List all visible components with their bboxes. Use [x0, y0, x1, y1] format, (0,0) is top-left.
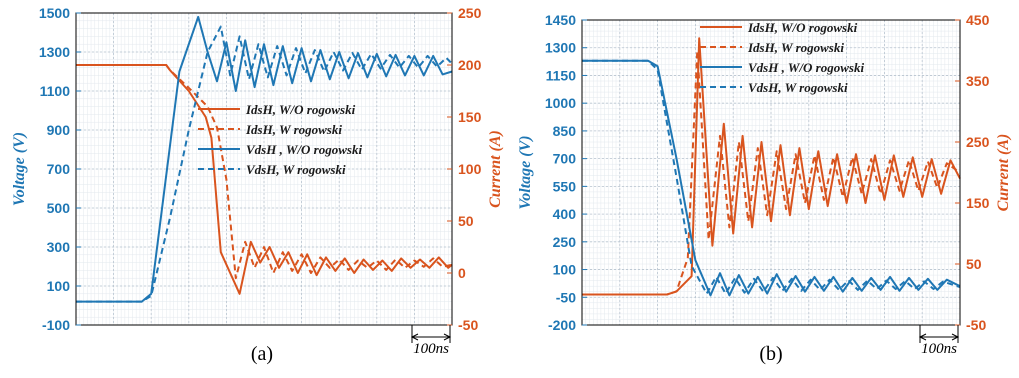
y-left-tick-label: 1150	[546, 67, 577, 83]
plot-frame	[581, 19, 961, 326]
y-left-tick-label: -50	[556, 289, 576, 305]
y-left-tick-label: 1300	[39, 44, 70, 60]
y-left-tick-label: 1000	[545, 95, 576, 111]
legend-label: IdsH, W rogowski	[747, 40, 844, 55]
y-right-tick-label: 0	[458, 265, 466, 281]
y-left-tick-label: 1450	[545, 12, 576, 28]
series-line-3	[582, 59, 961, 295]
y-right-tick-label: 450	[966, 12, 990, 28]
scale-arrow-right-icon	[443, 333, 452, 341]
scale-arrow-left-icon	[918, 333, 927, 341]
legend-label: IdsH, W rogowski	[245, 122, 342, 137]
y-right-tick-label: -50	[966, 317, 986, 333]
series-line-1	[76, 64, 453, 280]
scale-bar-label: 100ns	[413, 341, 449, 357]
series-line-0	[76, 64, 453, 295]
y-left-tick-label: 1300	[545, 40, 576, 56]
series-line-2	[582, 59, 961, 297]
y-left-tick-label: 100	[553, 262, 577, 278]
y-right-axis-title: Current (A)	[487, 130, 504, 208]
y-left-tick-label: 250	[553, 234, 577, 250]
y-left-tick-label: 400	[553, 206, 577, 222]
legend-label: VdsH, W rogowski	[748, 80, 848, 95]
panel-caption: (a)	[251, 343, 273, 365]
y-right-tick-label: 350	[966, 73, 990, 89]
y-left-axis-title: Voltage (V)	[517, 135, 534, 209]
panel-caption: (b)	[759, 343, 782, 365]
y-right-tick-label: -50	[458, 317, 478, 333]
legend-label: VdsH , W/O rogowski	[748, 60, 864, 75]
series-line-2	[76, 15, 453, 303]
y-left-tick-label: 850	[553, 123, 577, 139]
y-left-tick-label: 700	[553, 151, 577, 167]
y-right-tick-label: 250	[966, 134, 990, 150]
y-left-tick-label: 1100	[40, 83, 71, 99]
y-right-tick-label: 50	[966, 256, 982, 272]
y-right-tick-label: 150	[458, 109, 482, 125]
y-left-tick-label: 900	[47, 122, 71, 138]
series-line-0	[582, 37, 961, 296]
y-left-tick-label: 100	[47, 278, 71, 294]
series-line-1	[582, 49, 961, 296]
chart-panel-b: -200 -50 100 250 400 550 700 850 1000 1150 1300 145…	[517, 12, 1012, 365]
y-left-tick-label: -200	[548, 317, 576, 333]
series-line-3	[76, 25, 453, 303]
y-left-tick-label: 550	[553, 178, 577, 194]
y-right-tick-label: 150	[966, 195, 990, 211]
legend-label: VdsH , W/O rogowski	[246, 142, 362, 157]
legend-label: VdsH, W rogowski	[246, 162, 346, 177]
y-left-tick-label: -100	[42, 317, 70, 333]
legend-label: IdsH, W/O rogowski	[245, 102, 356, 117]
y-right-axis-title: Current (A)	[995, 134, 1012, 212]
scale-bar-label: 100ns	[921, 341, 957, 357]
chart-panel-a: -100 100 300 500 700 900 1100 1300 1500 -50 0 50 100…	[11, 5, 504, 365]
legend-label: IdsH, W/O rogowski	[747, 20, 858, 35]
y-left-tick-label: 500	[47, 200, 71, 216]
y-right-tick-label: 100	[458, 161, 482, 177]
y-left-axis-title: Voltage (V)	[11, 132, 28, 206]
y-right-tick-label: 250	[458, 5, 482, 21]
y-left-tick-label: 700	[47, 161, 71, 177]
scale-arrow-left-icon	[410, 333, 419, 341]
y-right-tick-label: 200	[458, 57, 482, 73]
y-left-tick-label: 300	[47, 239, 71, 255]
y-left-tick-label: 1500	[39, 5, 70, 21]
scale-arrow-right-icon	[951, 333, 960, 341]
legend: IdsH, W/O rogowski IdsH, W rogowski VdsH ,…	[198, 102, 362, 177]
y-right-tick-label: 50	[458, 213, 474, 229]
legend: IdsH, W/O rogowski IdsH, W rogowski VdsH ,…	[700, 20, 864, 95]
